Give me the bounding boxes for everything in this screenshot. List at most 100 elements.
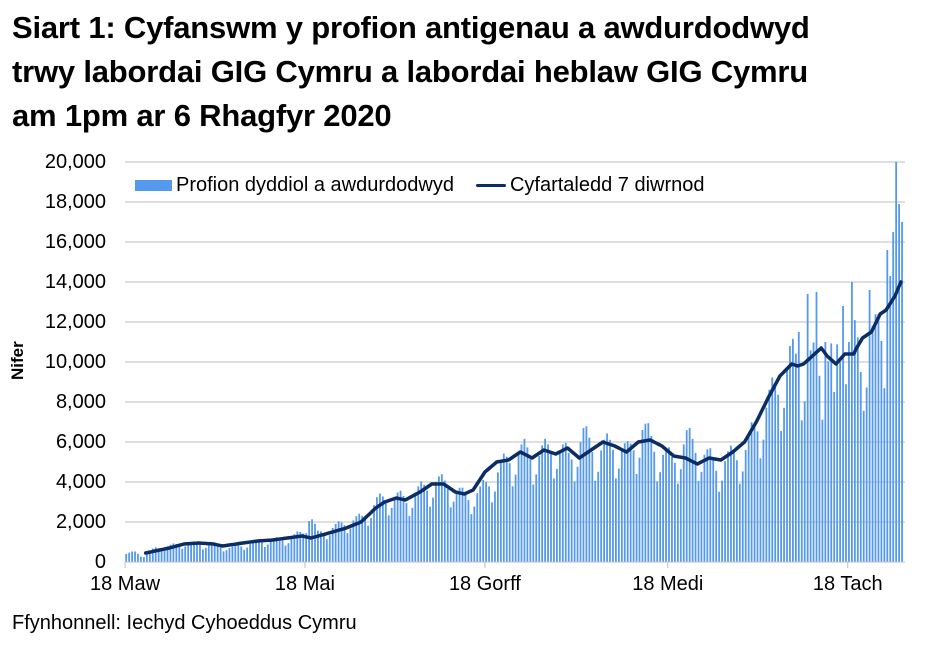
daily-tests-bar [376,497,378,562]
daily-tests-bar [579,442,582,562]
x-tick-label: 18 Gorff [448,573,521,595]
daily-tests-bar [358,513,361,562]
daily-tests-bar [166,546,169,562]
daily-tests-bar [432,497,434,562]
daily-tests-bar [797,332,800,562]
legend-line-swatch [475,184,506,187]
daily-tests-bar [334,523,337,562]
daily-tests-bar [886,250,889,562]
daily-tests-bar [674,462,676,562]
daily-tests-bar [632,450,635,562]
title-line-2: trwy labordai GIG Cymru a labordai hebla… [12,54,808,89]
daily-tests-bar [573,481,576,562]
daily-tests-bar [511,486,514,562]
daily-tests-bar [157,548,160,562]
daily-tests-bar [868,290,871,562]
daily-tests-bar [143,557,145,562]
daily-tests-bar [759,458,762,562]
daily-tests-bar [806,294,809,562]
daily-tests-bar [508,463,511,562]
daily-tests-bar [523,438,526,562]
daily-tests-bar [650,436,653,562]
daily-tests-bar [626,441,629,562]
daily-tests-bar [417,486,420,562]
daily-tests-bar [275,537,278,562]
daily-tests-bar [709,448,712,562]
daily-tests-bar [429,506,431,562]
daily-tests-bar [449,507,452,562]
daily-tests-bar [874,314,877,562]
daily-tests-bar [815,292,818,562]
daily-tests-bar [160,551,163,562]
daily-tests-bar [402,496,405,562]
daily-tests-bar [343,525,346,562]
daily-tests-bar [526,447,529,562]
daily-tests-bar [588,437,591,562]
daily-tests-bar [396,492,399,562]
daily-tests-bar [744,450,747,562]
daily-tests-bar [848,342,850,562]
daily-tests-bar [467,500,470,562]
daily-tests-bar [137,553,139,562]
daily-tests-bar [399,490,402,562]
daily-tests-bar [181,548,184,562]
daily-tests-bar [234,544,237,562]
daily-tests-bar [544,438,546,562]
daily-tests-bar [623,443,626,562]
daily-tests-bar [898,204,900,562]
daily-tests-bar [476,493,479,562]
daily-tests-bar [193,541,195,562]
daily-tests-bar [880,340,883,562]
daily-tests-bar [311,519,313,562]
daily-tests-bar [296,531,299,562]
daily-tests-bar [302,533,305,562]
daily-tests-bar [733,451,735,562]
daily-tests-bar [414,494,417,562]
daily-tests-bar [361,515,364,562]
daily-tests-bar [266,544,269,562]
daily-tests-bar [199,544,201,562]
daily-tests-bar [470,514,473,562]
daily-tests-bar [246,547,249,562]
daily-tests-bar [712,458,715,562]
daily-tests-bar [606,433,608,562]
daily-tests-bar [520,444,523,562]
x-tick-label: 18 Mai [274,573,335,595]
legend: Profion dyddiol a awdurdodwyd Cyfartaled… [135,174,705,197]
daily-tests-bar [317,530,319,562]
daily-tests-bar [635,473,638,562]
daily-tests-bar [741,471,744,562]
daily-tests-bar [789,346,791,562]
y-tick-label: 10,000 [44,351,106,373]
daily-tests-bar [735,460,738,562]
daily-tests-bar [724,461,726,562]
daily-tests-bar [842,306,844,562]
daily-tests-bar [216,545,219,562]
legend-bar-swatch [135,180,172,191]
daily-tests-bar [535,474,538,562]
daily-tests-bar [204,547,207,562]
daily-tests-bar [281,540,284,562]
daily-tests-bar [455,490,458,562]
daily-tests-bar [594,480,597,562]
daily-tests-bar [676,483,679,562]
daily-tests-bar [243,549,246,562]
daily-tests-bar [219,547,222,562]
legend-bars-label: Profion dyddiol a awdurdodwyd [176,174,454,196]
daily-tests-bar [387,515,390,562]
daily-tests-bar [479,486,482,562]
daily-tests-bar [827,361,830,562]
daily-tests-bar [423,484,426,562]
daily-tests-bar [777,394,780,562]
daily-tests-bar [889,276,892,562]
daily-tests-bar [582,428,585,562]
daily-tests-bar [390,507,393,562]
daily-tests-bar [794,353,797,562]
daily-tests-bar [485,481,487,562]
daily-tests-bar [196,542,198,562]
daily-tests-bar [461,487,464,562]
daily-tests-bar [697,481,700,562]
daily-tests-bar [609,439,611,562]
y-tick-label: 14,000 [44,271,106,293]
daily-tests-bar [564,442,567,562]
